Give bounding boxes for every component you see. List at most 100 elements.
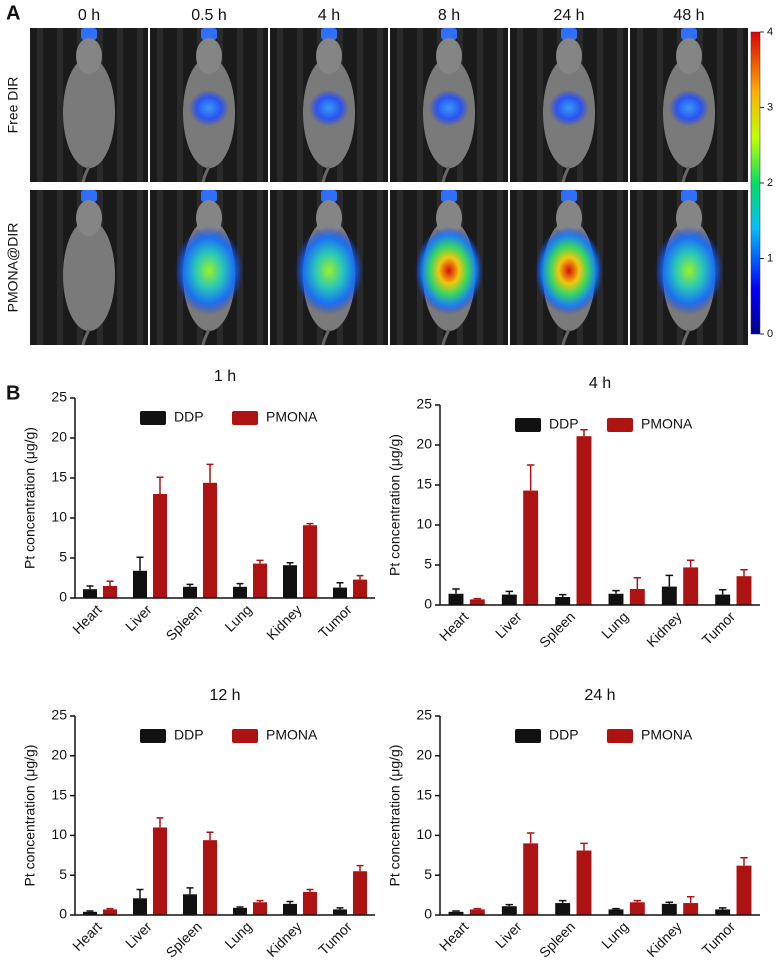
x-tick-label: Spleen bbox=[163, 601, 205, 643]
nose-cone bbox=[681, 28, 697, 40]
x-tick-label: Lung bbox=[221, 601, 254, 634]
fluorescence bbox=[429, 90, 469, 127]
bar bbox=[448, 911, 464, 915]
bar bbox=[608, 593, 624, 605]
nose-cone bbox=[681, 190, 697, 202]
error-bar bbox=[526, 832, 535, 844]
error-bar bbox=[336, 582, 344, 588]
y-tick-label: 5 bbox=[59, 549, 67, 565]
y-tick-label: 0 bbox=[59, 906, 67, 922]
legend-label: PMONA bbox=[266, 727, 318, 743]
bar bbox=[283, 903, 297, 915]
y-axis-label: Pt concentration (μg/g) bbox=[22, 427, 38, 569]
legend-label: DDP bbox=[174, 727, 204, 743]
mouse-body bbox=[63, 219, 115, 332]
legend-label: DDP bbox=[174, 409, 204, 425]
mouse-tail bbox=[201, 165, 211, 183]
error-bar bbox=[356, 574, 364, 580]
error-bar bbox=[718, 589, 727, 595]
y-tick-label: 15 bbox=[416, 786, 432, 802]
error-bar bbox=[740, 856, 748, 866]
bar bbox=[303, 891, 317, 915]
error-bar bbox=[452, 588, 460, 594]
error-bar bbox=[86, 585, 94, 590]
legend-swatch bbox=[232, 729, 258, 743]
y-tick-label: 20 bbox=[51, 747, 67, 763]
axes bbox=[439, 716, 760, 916]
error-bar bbox=[580, 842, 588, 851]
error-bar bbox=[633, 577, 642, 589]
charts: 1 h Pt concentration (μg/g) 0 5 10 15 20 25 Hear… bbox=[22, 368, 760, 961]
x-tick-label: Kidney bbox=[263, 918, 305, 960]
x-tick-label: Kidney bbox=[643, 608, 685, 650]
y-tick-label: 10 bbox=[416, 516, 432, 532]
legend-label: PMONA bbox=[641, 727, 693, 743]
y-tick-label: 10 bbox=[416, 826, 432, 842]
error-bar bbox=[136, 556, 144, 571]
bar bbox=[715, 909, 731, 915]
chart-title: 24 h bbox=[584, 687, 615, 704]
error-bar bbox=[86, 910, 94, 912]
bar bbox=[303, 525, 317, 598]
nose-cone bbox=[81, 190, 97, 202]
mouse-tail bbox=[561, 165, 571, 183]
axes bbox=[439, 405, 760, 606]
error-bar bbox=[256, 559, 264, 564]
x-tick-label: Tumor bbox=[315, 601, 355, 641]
mouse-head bbox=[556, 38, 582, 74]
bar bbox=[555, 597, 571, 605]
nose-cone bbox=[81, 28, 97, 40]
y-axis-label: Pt concentration (μg/g) bbox=[22, 745, 38, 887]
x-tick-label: Heart bbox=[69, 918, 105, 954]
time-label: 8 h bbox=[438, 7, 460, 24]
fluorescence bbox=[669, 90, 709, 127]
error-bar bbox=[136, 888, 144, 899]
x-tick-label: Heart bbox=[69, 601, 105, 637]
chart-title: 12 h bbox=[209, 687, 240, 704]
bar bbox=[253, 563, 267, 598]
nose-cone bbox=[561, 28, 577, 40]
fluorescence bbox=[189, 90, 229, 127]
mouse-tail bbox=[441, 165, 451, 183]
fluorescence bbox=[175, 226, 243, 315]
bar bbox=[576, 850, 592, 915]
error-bar bbox=[558, 899, 567, 904]
bar bbox=[501, 906, 517, 915]
colorbar-tick-label: 1 bbox=[767, 252, 773, 264]
error-bar bbox=[356, 864, 364, 872]
panel-label: A bbox=[6, 2, 20, 24]
y-tick-label: 5 bbox=[424, 866, 432, 882]
error-bar bbox=[473, 907, 482, 910]
fluorescence bbox=[535, 226, 603, 315]
error-bar bbox=[156, 817, 164, 828]
mouse-tail bbox=[321, 328, 331, 346]
y-tick-label: 20 bbox=[416, 436, 432, 452]
x-tick-label: Lung bbox=[598, 608, 631, 641]
mouse-tail bbox=[441, 328, 451, 346]
error-bar bbox=[452, 910, 460, 912]
y-tick-label: 25 bbox=[51, 707, 67, 723]
bar bbox=[103, 909, 117, 915]
y-tick-label: 15 bbox=[51, 469, 67, 485]
time-label: 24 h bbox=[553, 7, 584, 24]
mouse-tail bbox=[201, 328, 211, 346]
nose-cone bbox=[441, 190, 457, 202]
colorbar-tick-label: 4 bbox=[767, 26, 773, 38]
colorbar-tick-label: 2 bbox=[767, 177, 773, 189]
legend-swatch bbox=[232, 411, 258, 425]
x-tick-label: Kidney bbox=[643, 918, 685, 960]
row-label: PMONA@DIR bbox=[5, 223, 21, 313]
mouse-head bbox=[676, 200, 702, 236]
error-bar bbox=[526, 464, 535, 491]
bar bbox=[608, 909, 624, 915]
error-bar bbox=[633, 899, 642, 903]
legend-label: PMONA bbox=[641, 416, 693, 432]
y-tick-label: 20 bbox=[51, 429, 67, 445]
bar bbox=[103, 586, 117, 598]
mouse-tail bbox=[681, 165, 691, 183]
bar bbox=[353, 579, 367, 598]
x-tick-label: Heart bbox=[436, 918, 472, 954]
legend-swatch bbox=[607, 418, 633, 432]
mouse-body bbox=[63, 57, 115, 169]
